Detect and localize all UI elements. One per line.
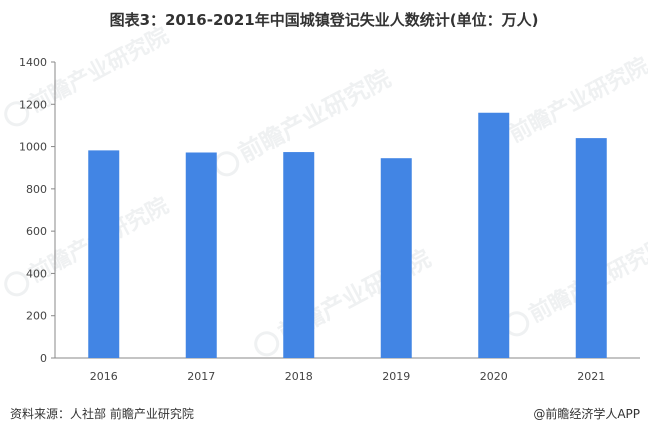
watermark: 前瞻产业研究院 [4, 193, 173, 297]
source-note: 资料来源：人社部 前瞻产业研究院 [10, 406, 194, 421]
bar-2019 [380, 158, 412, 358]
y-tick-label: 800 [26, 183, 47, 196]
bar-2016 [88, 150, 120, 358]
y-tick-label: 1400 [19, 56, 47, 69]
watermark-logo-icon [254, 331, 280, 357]
x-tick-label: 2016 [90, 370, 118, 383]
x-tick-label: 2019 [382, 370, 410, 383]
watermark: 前瞻产业研究院 [504, 233, 648, 337]
y-tick-label: 400 [26, 267, 47, 280]
x-axis-ticks: 2016 2017 2018 2019 2020 2021 [90, 370, 606, 383]
x-tick-label: 2020 [480, 370, 508, 383]
watermark-logo-icon [214, 151, 240, 177]
brand-label: @前瞻经济学人APP [533, 406, 640, 421]
y-tick-label: 1000 [19, 141, 47, 154]
x-tick-label: 2021 [577, 370, 605, 383]
bar-2018 [283, 152, 315, 358]
y-axis-ticks: 0 200 400 600 800 1000 1200 1400 [19, 56, 55, 365]
watermark-text: 前瞻产业研究院 [234, 64, 395, 168]
bar-2017 [185, 152, 217, 358]
chart-title: 图表3：2016-2021年中国城镇登记失业人数统计(单位：万人) [110, 11, 539, 29]
watermark-text: 前瞻产业研究院 [505, 53, 648, 148]
bar-2020 [478, 112, 510, 358]
y-tick-label: 600 [26, 225, 47, 238]
y-tick-label: 200 [26, 310, 47, 323]
watermark: 前瞻产业研究院 [4, 23, 173, 127]
x-tick-label: 2017 [187, 370, 215, 383]
y-tick-label: 1200 [19, 98, 47, 111]
watermark-logo-icon [4, 101, 30, 127]
watermark-logo-icon [4, 271, 30, 297]
bar-series [88, 112, 607, 358]
y-tick-label: 0 [40, 352, 47, 365]
bar-2021 [575, 138, 607, 358]
x-tick-label: 2018 [285, 370, 313, 383]
